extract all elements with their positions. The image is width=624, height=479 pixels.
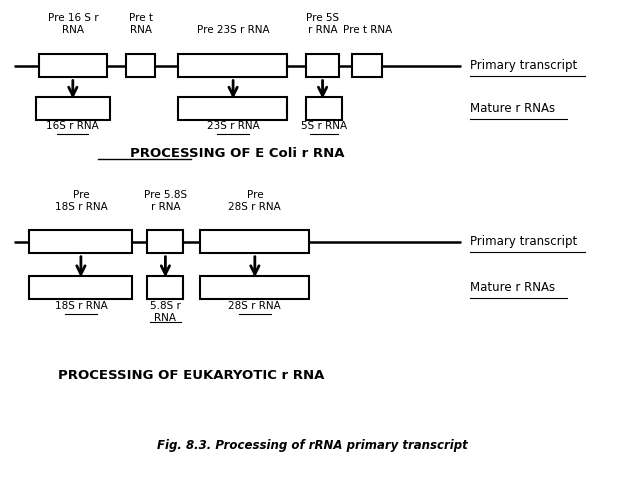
Bar [147, 230, 183, 253]
Bar [147, 276, 183, 298]
Bar [39, 54, 107, 77]
Bar [353, 54, 382, 77]
Bar [200, 230, 309, 253]
Text: Primary transcript: Primary transcript [470, 235, 578, 249]
Text: Pre t RNA: Pre t RNA [343, 25, 392, 34]
Text: Pre t
RNA: Pre t RNA [129, 13, 152, 34]
Text: Pre 5.8S
r RNA: Pre 5.8S r RNA [144, 190, 187, 212]
Text: Mature r RNAs: Mature r RNAs [470, 281, 555, 294]
Bar [29, 230, 132, 253]
Text: Pre 23S r RNA: Pre 23S r RNA [197, 25, 270, 34]
Text: PROCESSING OF EUKARYOTIC r RNA: PROCESSING OF EUKARYOTIC r RNA [57, 369, 324, 382]
Text: Pre
28S r RNA: Pre 28S r RNA [228, 190, 281, 212]
Text: 5S r RNA: 5S r RNA [301, 121, 347, 131]
Text: 5.8S r
RNA: 5.8S r RNA [150, 301, 181, 323]
Text: Mature r RNAs: Mature r RNAs [470, 102, 555, 115]
Bar [178, 97, 287, 120]
Text: 18S r RNA: 18S r RNA [54, 301, 107, 311]
Bar [36, 97, 110, 120]
Text: PROCESSING OF E Coli r RNA: PROCESSING OF E Coli r RNA [130, 147, 344, 160]
Text: 23S r RNA: 23S r RNA [207, 121, 260, 131]
Bar [306, 54, 339, 77]
Bar [306, 97, 342, 120]
Text: Pre 16 S r
RNA: Pre 16 S r RNA [47, 13, 98, 34]
Text: Pre 5S
r RNA: Pre 5S r RNA [306, 13, 339, 34]
Bar [200, 276, 309, 298]
Text: Primary transcript: Primary transcript [470, 59, 578, 72]
Bar [29, 276, 132, 298]
Text: Pre
18S r RNA: Pre 18S r RNA [54, 190, 107, 212]
Text: Fig. 8.3. Processing of rRNA primary transcript: Fig. 8.3. Processing of rRNA primary tra… [157, 439, 467, 452]
Bar [178, 54, 287, 77]
Bar [125, 54, 155, 77]
Text: 28S r RNA: 28S r RNA [228, 301, 281, 311]
Text: 16S r RNA: 16S r RNA [46, 121, 99, 131]
